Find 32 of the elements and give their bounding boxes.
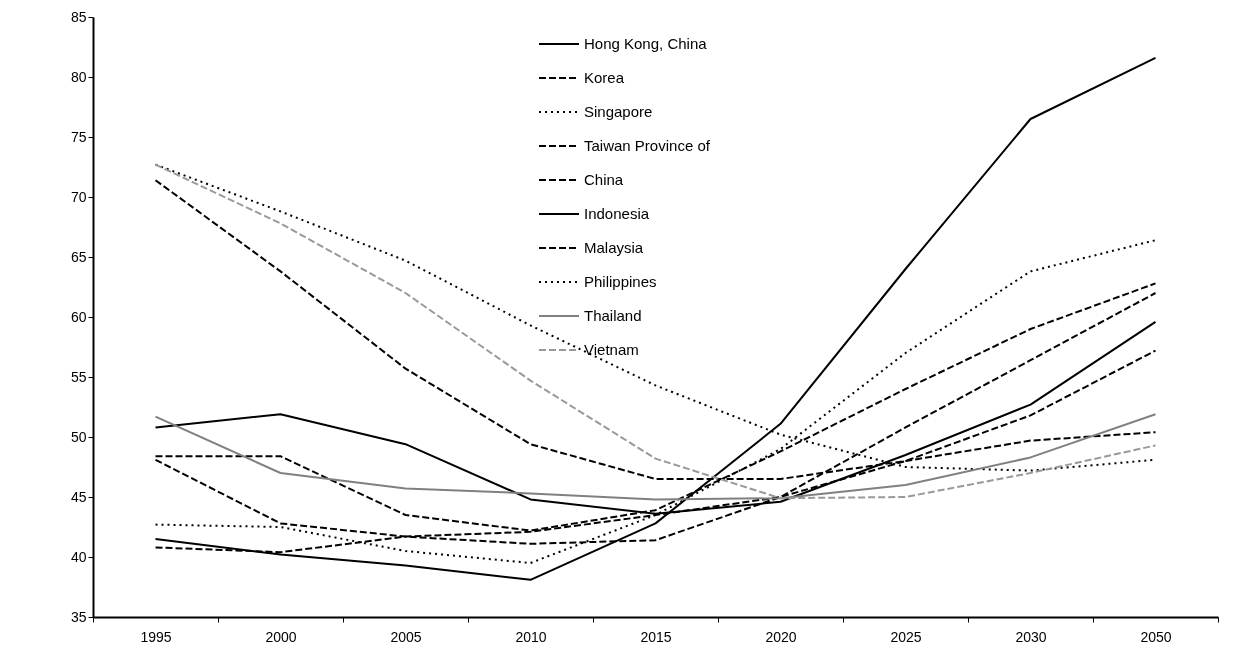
x-tick-label: 2025 [890,628,922,645]
legend-label: Vietnam [584,341,639,358]
y-tick-label: 60 [70,308,87,325]
legend-label: Indonesia [584,205,650,222]
legend-label: Thailand [584,307,642,324]
y-tick-label: 85 [70,8,87,25]
legend-label: Hong Kong, China [584,35,708,52]
x-tick-label: 2010 [515,628,547,645]
x-tick-label: 2020 [765,628,797,645]
line-series [154,413,1157,501]
x-tick-label: 2000 [265,628,297,645]
y-tick-label: 50 [70,428,87,445]
x-tick-label: 2050 [1140,628,1172,645]
y-tick-label: 40 [70,548,87,565]
y-tick-label: 70 [70,188,87,205]
y-tick-label: 80 [70,68,87,85]
x-tick-label: 2005 [390,628,422,645]
legend-label: Singapore [584,103,653,120]
legend-label: Philippines [584,273,657,290]
y-tick-label: 65 [70,248,87,265]
y-tick-label: 55 [70,368,87,385]
x-tick-label: 1995 [140,628,172,645]
y-tick-label: 45 [70,488,87,505]
legend-label: Malaysia [584,239,644,256]
legend-label: China [584,171,624,188]
legend-label: Taiwan Province of [584,137,711,154]
x-tick-label: 2015 [640,628,672,645]
x-tick-label: 2030 [1015,628,1047,645]
y-tick-label: 35 [70,608,87,625]
y-tick-label: 75 [70,128,87,145]
line-series [154,56,1157,581]
legend-label: Korea [584,69,625,86]
